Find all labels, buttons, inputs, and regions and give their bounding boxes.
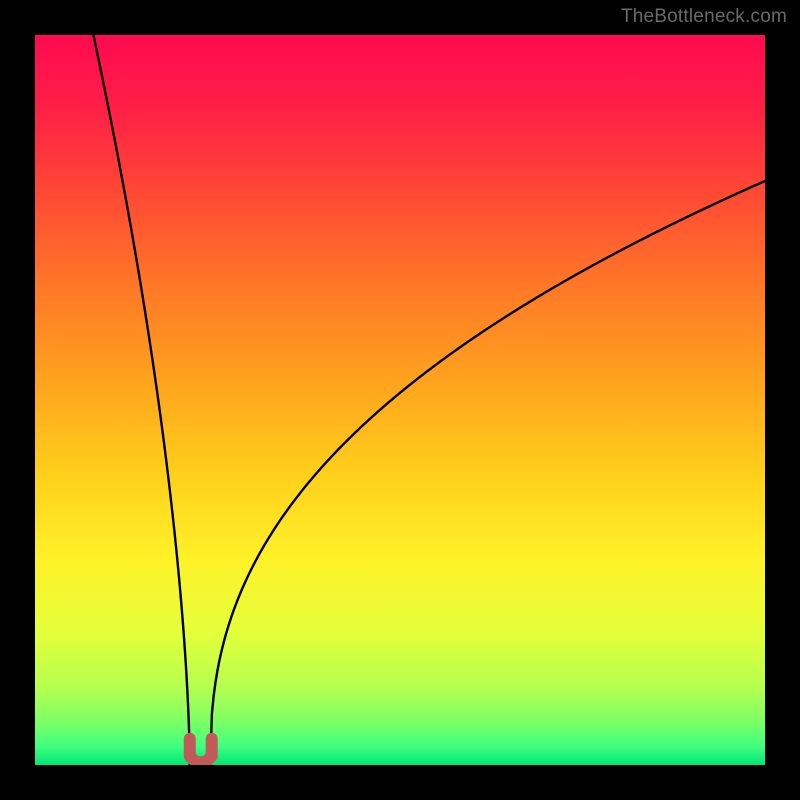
curve-left: [93, 35, 189, 765]
curve-layer: [35, 35, 765, 765]
chart-frame: TheBottleneck.com: [0, 0, 800, 800]
watermark-text: TheBottleneck.com: [621, 6, 787, 28]
minimum-marker: [190, 739, 212, 762]
plot-area: [35, 35, 765, 765]
curve-right: [210, 181, 765, 765]
